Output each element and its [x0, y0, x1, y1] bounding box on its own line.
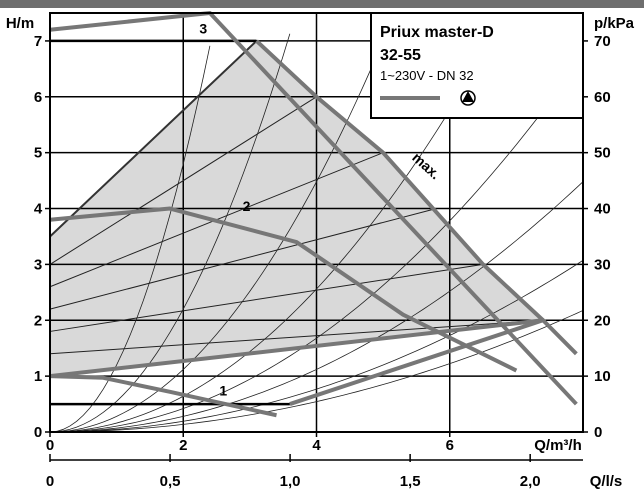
y-tick-label-3: 3	[34, 256, 42, 273]
control-line-5	[49, 319, 544, 355]
min-boundary-curve	[289, 318, 544, 406]
system-curve-4	[49, 56, 584, 433]
y-tick-label-2: 2	[34, 312, 42, 329]
y-tick-label-6: 6	[34, 89, 42, 106]
curve-label-max: max.	[409, 149, 443, 182]
curve-label-3: 3	[199, 20, 207, 36]
y2-tick-label-7: 70	[594, 33, 611, 50]
pump-curve-3	[255, 39, 545, 322]
y2-axis-title: p/kPa	[594, 15, 635, 32]
x2-axis-title: Q/l/s	[590, 473, 623, 490]
x-tick-label-1: 2	[179, 437, 187, 454]
x2-tick-label-4: 2,0	[520, 473, 541, 490]
y2-tick-label-5: 50	[594, 145, 611, 162]
system-curve-0	[49, 45, 211, 433]
control-line-4	[49, 263, 484, 332]
legend-subtitle: 32-55	[380, 47, 421, 64]
x2-tick-label-1: 0,5	[160, 473, 181, 490]
y-tick-label-1: 1	[34, 368, 42, 385]
y-tick-label-7: 7	[34, 33, 42, 50]
y-axis-title: H/m	[6, 15, 34, 32]
system-curves	[49, 18, 584, 433]
y2-tick-label-6: 60	[594, 89, 611, 106]
x-tick-label-3: 6	[446, 437, 454, 454]
control-line-top	[49, 40, 258, 238]
y2-tick-label-1: 10	[594, 368, 611, 385]
legend-spec: 1~230V - DN 32	[380, 68, 474, 83]
system-curve-2	[49, 24, 391, 433]
y2-tick-label-0: 0	[594, 424, 602, 441]
x-tick-label-2: 4	[312, 437, 321, 454]
y-tick-label-5: 5	[34, 145, 42, 162]
y2-tick-label-3: 30	[594, 256, 611, 273]
x2-tick-label-2: 1,0	[280, 473, 301, 490]
y2-tick-label-4: 40	[594, 201, 611, 218]
curve-label-2: 2	[243, 198, 251, 214]
system-curve-7	[49, 310, 584, 433]
x-axis-title: Q/m³/h	[534, 437, 582, 454]
y-tick-label-4: 4	[34, 201, 43, 218]
x-tick-label-0: 0	[46, 437, 54, 454]
x2-tick-label-0: 0	[46, 473, 54, 490]
legend-title: Priux master-D	[380, 24, 494, 41]
legend-bg	[370, 12, 584, 119]
system-curve-1	[49, 33, 291, 433]
system-curve-5	[49, 181, 584, 433]
system-curve-6	[49, 260, 584, 433]
legend-box	[370, 12, 584, 119]
system-curve-3	[49, 18, 504, 433]
control-line-3	[49, 208, 437, 310]
x2-tick-label-3: 1,5	[400, 473, 421, 490]
control-line-1	[49, 96, 317, 265]
curve-label-1: 1	[219, 382, 227, 398]
pump-symbol-triangle-icon	[462, 91, 474, 102]
y2-tick-label-2: 20	[594, 312, 611, 329]
pump-curve-2	[49, 374, 277, 418]
y-tick-label-0: 0	[34, 424, 42, 441]
top-bar	[0, 0, 644, 8]
